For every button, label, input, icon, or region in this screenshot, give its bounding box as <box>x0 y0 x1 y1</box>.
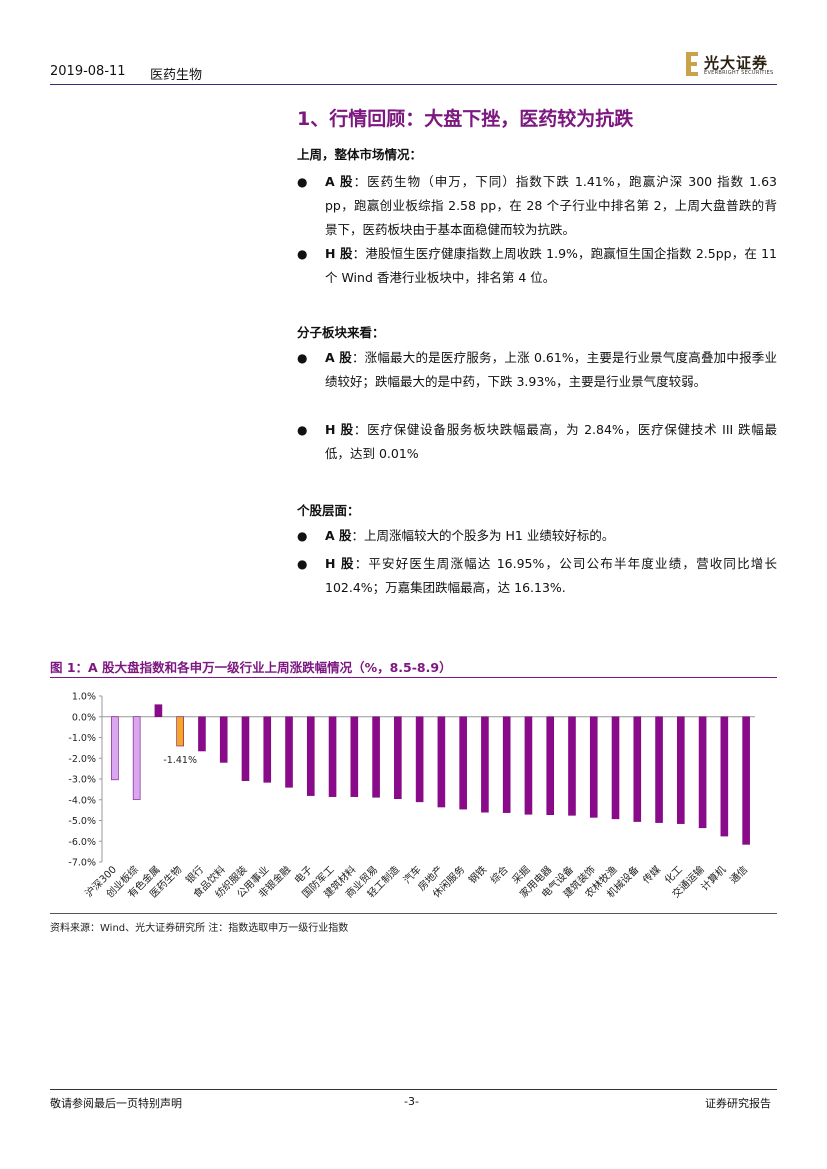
bullet-label: H 股 <box>325 246 353 261</box>
everbright-logo: 光大证券 EVERBRIGHT SECURITIES <box>686 52 778 78</box>
bar <box>524 716 533 815</box>
list-item: ● H 股：医疗保健设备服务板块跌幅最高，为 2.84%，医疗保健技术 III … <box>297 418 777 466</box>
bar <box>219 716 228 763</box>
bar <box>633 716 642 822</box>
bullet-dot-icon: ● <box>297 247 308 261</box>
y-tick-label: -6.0% <box>68 837 96 848</box>
bar <box>285 716 293 788</box>
figure-source: 资料来源：Wind、光大证券研究所 注：指数选取申万一级行业指数 <box>50 923 349 934</box>
section-title: 1、行情回顾：大盘下挫，医药较为抗跌 <box>297 108 634 130</box>
bar <box>481 716 489 813</box>
x-tick-label: 计算机 <box>698 863 728 893</box>
x-tick-label: 综合 <box>487 863 510 886</box>
bar <box>742 716 750 845</box>
bullet-text: ：涨幅最大的是医疗服务，上涨 0.61%，主要是行业景气度高叠加中报季业绩较好；… <box>325 350 777 389</box>
bar <box>655 716 663 823</box>
bar <box>241 716 250 781</box>
bar <box>677 716 685 824</box>
bullet-text: ：平安好医生周涨幅达 16.95%，公司公布半年度业绩，营收同比增长 102.4… <box>325 556 777 595</box>
bar <box>502 716 511 813</box>
bar <box>306 716 315 796</box>
x-tick-label: 钢铁 <box>466 863 489 886</box>
y-tick-label: -1.0% <box>68 733 96 744</box>
bar <box>176 716 184 747</box>
bar <box>611 716 620 820</box>
logo-mark-icon <box>686 52 698 76</box>
list-item: ● A 股：医药生物（申万，下同）指数下跌 1.41%，跑赢沪深 300 指数 … <box>297 170 777 242</box>
bar <box>154 704 163 718</box>
list-item: ● H 股：平安好医生周涨幅达 16.95%，公司公布半年度业绩，营收同比增长 … <box>297 552 777 600</box>
bar <box>132 716 141 800</box>
bar <box>720 716 729 837</box>
y-tick-label: 1.0% <box>72 692 96 703</box>
figure-top-rule <box>50 677 777 678</box>
y-tick-label: -4.0% <box>68 795 96 806</box>
x-tick-label: 传媒 <box>641 864 664 887</box>
logo-subtitle: EVERBRIGHT SECURITIES <box>704 70 774 76</box>
list-item: ● A 股：上周涨幅较大的个股多为 H1 业绩较好标的。 <box>297 524 777 548</box>
bar <box>698 716 707 829</box>
list-item: ● A 股：涨幅最大的是医疗服务，上涨 0.61%，主要是行业景气度高叠加中报季… <box>297 346 777 394</box>
bullet-dot-icon: ● <box>297 351 308 365</box>
bullet-text: ：港股恒生医疗健康指数上周收跌 1.9%，跑赢恒生国企指数 2.5pp，在 11… <box>325 246 777 285</box>
market-heading: 上周，整体市场情况： <box>297 147 423 162</box>
bullet-text: ：医疗保健设备服务板块跌幅最高，为 2.84%，医疗保健技术 III 跌幅最低，… <box>325 422 777 461</box>
bar <box>350 716 359 797</box>
bullet-text: ：上周涨幅较大的个股多为 H1 业绩较好标的。 <box>351 528 615 543</box>
bar <box>394 716 402 800</box>
bar <box>415 716 424 803</box>
bullet-dot-icon: ● <box>297 423 308 437</box>
bar <box>589 716 598 818</box>
figure-title: 图 1：A 股大盘指数和各申万一级行业上周涨跌幅情况（%，8.5-8.9） <box>50 660 452 675</box>
header-divider <box>50 84 777 85</box>
page-number: -3- <box>404 1095 419 1108</box>
bar <box>546 716 555 815</box>
bar <box>459 716 467 810</box>
bullet-text: ：医药生物（申万，下同）指数下跌 1.41%，跑赢沪深 300 指数 1.63 … <box>325 174 777 237</box>
list-item: ● H 股：港股恒生医疗健康指数上周收跌 1.9%，跑赢恒生国企指数 2.5pp… <box>297 242 777 290</box>
logo-name: 光大证券 <box>704 54 769 72</box>
bar-chart: 1.0% 0.0% -1.0% -2.0% -3.0% -4.0% -5.0% -6.0% -7… <box>68 692 755 900</box>
data-label: -1.41% <box>163 755 197 766</box>
stocks-heading: 个股层面： <box>297 503 360 518</box>
bullet-label: H 股 <box>325 422 354 437</box>
footer-report-type: 证券研究报告 <box>705 1097 771 1110</box>
y-tick-label: -7.0% <box>68 858 96 869</box>
bar <box>437 716 446 808</box>
y-tick-label: -5.0% <box>68 816 96 827</box>
bar <box>263 716 272 783</box>
x-tick-label: 通信 <box>728 864 751 887</box>
bullet-dot-icon: ● <box>297 175 308 189</box>
bullet-label: A 股 <box>325 174 354 189</box>
bullet-label: A 股 <box>325 528 352 543</box>
footer-disclaimer: 敬请参阅最后一页特别声明 <box>50 1097 182 1110</box>
y-tick-label: 0.0% <box>72 712 96 723</box>
bar <box>328 716 337 797</box>
bar <box>372 716 380 798</box>
bullet-label: H 股 <box>325 556 355 571</box>
report-date: 2019-08-11 <box>50 64 126 79</box>
y-tick-label: -3.0% <box>68 775 96 786</box>
bullet-dot-icon: ● <box>297 557 308 571</box>
bar <box>111 716 119 781</box>
y-tick-label: -2.0% <box>68 754 96 765</box>
footer-divider <box>50 1089 777 1090</box>
bar <box>568 716 576 816</box>
figure-bottom-rule <box>50 913 777 914</box>
bar <box>198 716 206 752</box>
bullet-label: A 股 <box>325 350 352 365</box>
bullet-dot-icon: ● <box>297 529 308 543</box>
report-sector: 医药生物 <box>150 68 203 83</box>
subsector-heading: 分子板块来看： <box>297 325 385 340</box>
